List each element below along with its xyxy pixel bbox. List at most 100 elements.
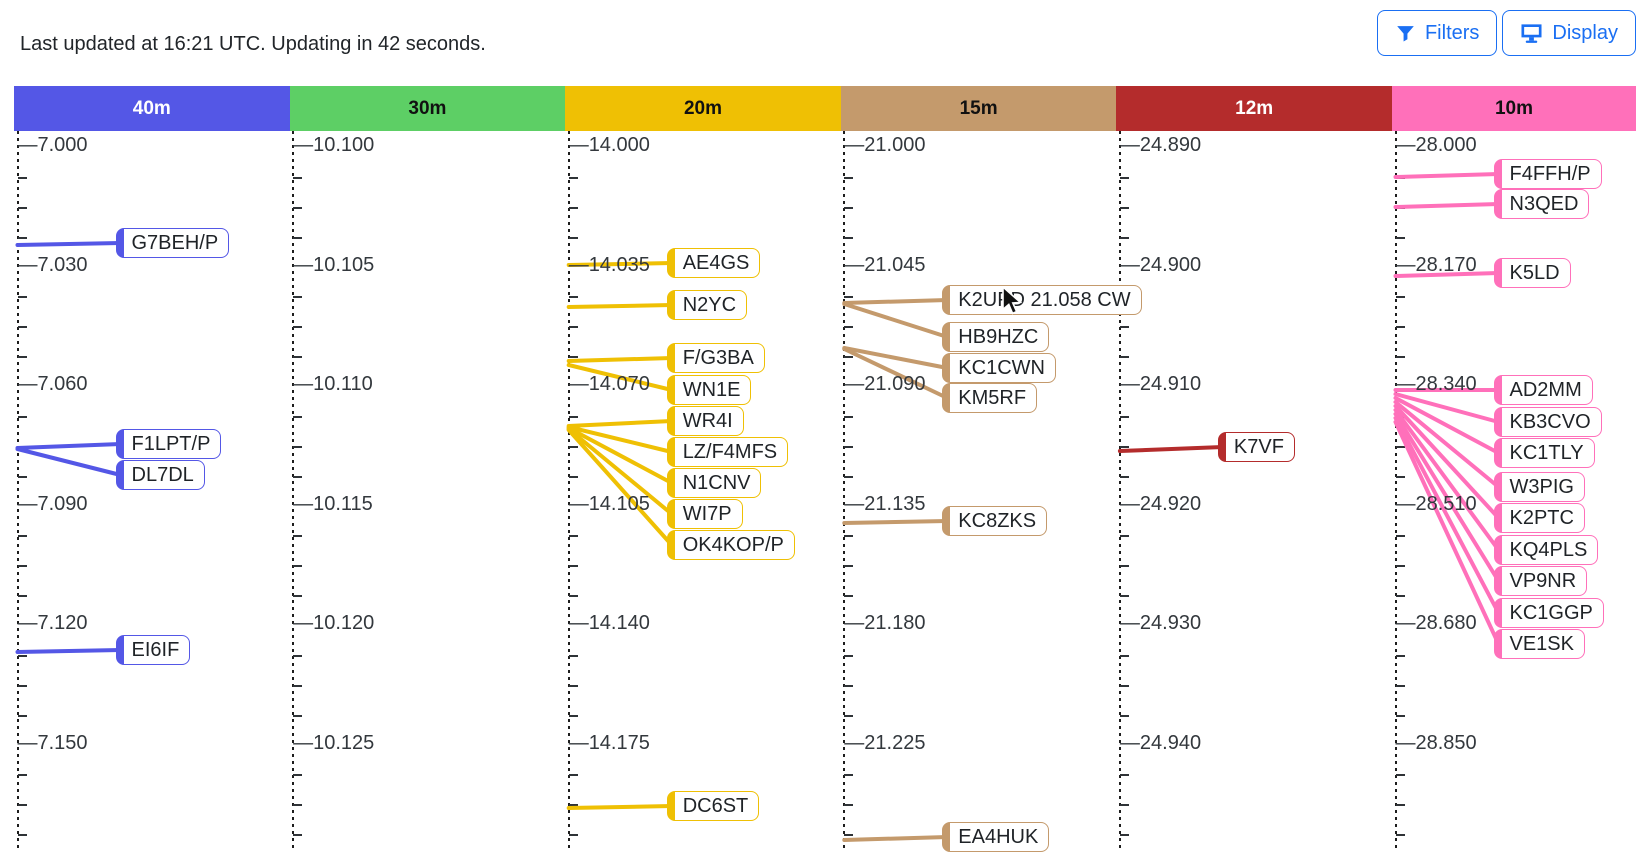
tick-mark [844,445,854,448]
tick-mark [1395,356,1405,359]
spot-k2upd-21-058-cw[interactable]: K2UPD 21.058 CW [942,285,1142,315]
tick-mark [568,326,578,329]
tick-label: —10.125 [293,731,375,754]
spot-wr4i[interactable]: WR4I [666,406,744,436]
tick-mark [293,834,303,837]
tick-label: —14.070 [568,373,650,395]
tick-label: —7.030 [17,253,88,276]
spot-ea4huk[interactable]: EA4HUK [942,822,1050,852]
tick-label: —21.135 [844,492,926,515]
tick-mark [1395,834,1405,837]
spot-k7vf[interactable]: K7VF [1217,432,1295,462]
tick-mark [293,356,303,359]
spot-lz-f4mfs[interactable]: LZ/F4MFS [666,437,789,467]
tick-mark [1395,714,1405,717]
spot-line [1393,392,1501,424]
spot-kc1ggp[interactable]: KC1GGP [1493,598,1604,628]
tick-label: —28.340 [1395,373,1477,395]
tick-mark [293,206,303,209]
tick-mark [17,565,27,568]
spot-dl7dl[interactable]: DL7DL [115,460,205,490]
spot-ve1sk[interactable]: VE1SK [1493,629,1585,659]
spot-line [842,835,950,842]
tick-mark [568,356,578,359]
spot-line [842,346,950,370]
spot-km5rf[interactable]: KM5RF [942,383,1038,413]
filters-button[interactable]: Filters [1376,10,1498,56]
spot-wn1e[interactable]: WN1E [666,375,752,405]
tick-mark [1119,714,1129,717]
toolbar: Filters Display [1376,10,1636,56]
spot-line [566,428,674,547]
tick-label: —7.060 [17,373,88,395]
tick-mark [844,654,854,657]
tick-mark [1395,654,1405,657]
spot-line [15,241,123,247]
tick-label: —7.000 [17,134,88,156]
band-header-10m: 10m [1392,86,1636,131]
spot-line [842,519,950,525]
spot-wi7p[interactable]: WI7P [666,499,743,529]
tick-mark [293,415,303,418]
tick-mark [17,654,27,657]
spot-vp9nr[interactable]: VP9NR [1493,566,1588,596]
spot-f4ffh-p[interactable]: F4FFH/P [1493,159,1602,189]
spot-kc1tly[interactable]: KC1TLY [1493,438,1595,468]
spot-n1cnv[interactable]: N1CNV [666,468,762,498]
band-header-12m: 12m [1116,86,1392,131]
tick-label: —7.120 [17,612,88,634]
spot-ae4gs[interactable]: AE4GS [666,248,761,278]
spot-kb3cvo[interactable]: KB3CVO [1493,407,1602,437]
tick-mark [844,684,854,687]
spot-hb9hzc[interactable]: HB9HZC [942,322,1050,352]
spot-dc6st[interactable]: DC6ST [666,791,760,821]
tick-mark [293,326,303,329]
spot-f-g3ba[interactable]: F/G3BA [666,343,765,373]
spot-kc8zks[interactable]: KC8ZKS [942,506,1048,536]
tick-mark [844,714,854,717]
spot-n2yc[interactable]: N2YC [666,290,748,320]
spot-f1lpt-p[interactable]: F1LPT/P [115,429,222,459]
tick-mark [568,415,578,418]
frequency-axis [292,131,295,852]
tick-mark [17,475,27,478]
tick-mark [568,804,578,807]
tick-label: —24.890 [1119,134,1202,156]
spot-kq4pls[interactable]: KQ4PLS [1493,535,1599,565]
tick-mark [293,535,303,538]
band-header-15m: 15m [840,86,1117,131]
tick-label: —14.105 [568,492,650,515]
tick-mark [844,565,854,568]
tick-mark [568,654,578,657]
spot-k5ld[interactable]: K5LD [1493,258,1571,288]
tick-mark [293,236,303,239]
tick-label: —21.000 [844,134,926,156]
tick-mark [1395,475,1405,478]
spot-n3qed[interactable]: N3QED [1493,189,1590,219]
spot-line [842,298,950,305]
tick-label: —24.900 [1119,253,1202,276]
spot-kc1cwn[interactable]: KC1CWN [942,353,1056,383]
tick-mark [17,804,27,807]
tick-mark [844,535,854,538]
tick-mark [568,206,578,209]
band-header-40m: 40m [14,86,290,131]
spot-k2ptc[interactable]: K2PTC [1493,503,1585,533]
spot-line [566,426,674,485]
tick-mark [1119,445,1129,448]
tick-label: —21.225 [844,731,926,754]
spot-ei6if[interactable]: EI6IF [115,635,191,665]
band-header-30m: 30m [289,86,566,131]
tick-mark [1119,475,1129,478]
filter-icon [1397,25,1414,41]
tick-mark [1395,804,1405,807]
spot-g7beh-p[interactable]: G7BEH/P [115,228,230,258]
display-button[interactable]: Display [1502,10,1636,56]
spot-line [15,648,123,654]
spot-w3pig[interactable]: W3PIG [1493,472,1585,502]
tick-mark [293,176,303,179]
band-header-20m: 20m [565,86,841,131]
spot-ad2mm[interactable]: AD2MM [1493,375,1593,405]
filters-button-label: Filters [1424,21,1480,44]
spot-ok4kop-p[interactable]: OK4KOP/P [666,530,795,560]
